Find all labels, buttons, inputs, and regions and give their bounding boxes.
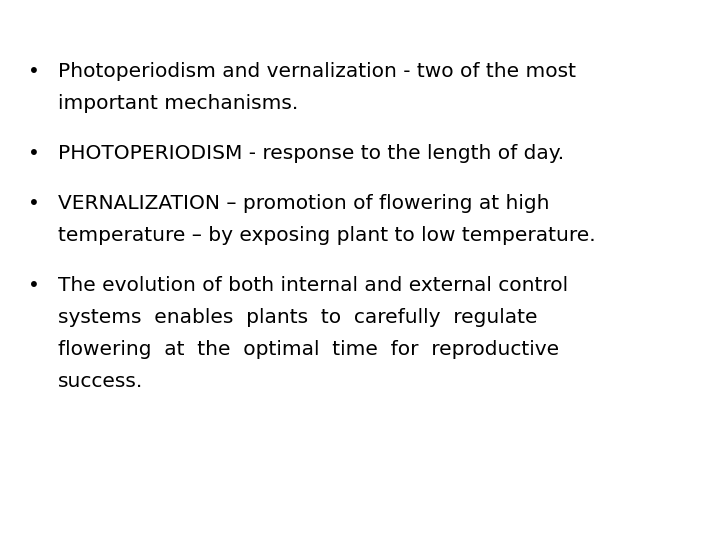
Text: VERNALIZATION – promotion of flowering at high: VERNALIZATION – promotion of flowering a… <box>58 194 549 213</box>
Text: Photoperiodism and vernalization - two of the most: Photoperiodism and vernalization - two o… <box>58 62 576 81</box>
Text: •: • <box>28 194 40 213</box>
Text: PHOTOPERIODISM - response to the length of day.: PHOTOPERIODISM - response to the length … <box>58 144 564 163</box>
Text: •: • <box>28 62 40 81</box>
Text: •: • <box>28 144 40 163</box>
Text: •: • <box>28 276 40 295</box>
Text: important mechanisms.: important mechanisms. <box>58 94 298 113</box>
Text: systems  enables  plants  to  carefully  regulate: systems enables plants to carefully regu… <box>58 308 538 327</box>
Text: temperature – by exposing plant to low temperature.: temperature – by exposing plant to low t… <box>58 226 595 245</box>
Text: The evolution of both internal and external control: The evolution of both internal and exter… <box>58 276 568 295</box>
Text: flowering  at  the  optimal  time  for  reproductive: flowering at the optimal time for reprod… <box>58 340 559 359</box>
Text: success.: success. <box>58 372 143 391</box>
